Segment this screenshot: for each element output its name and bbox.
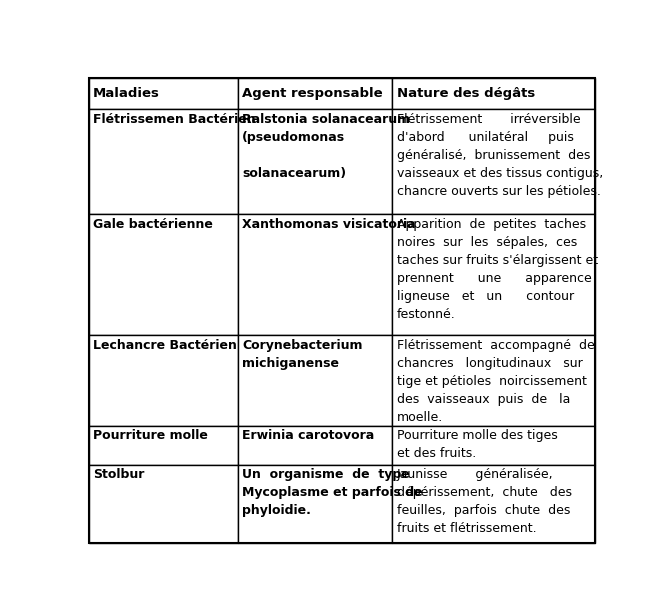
Bar xyxy=(392,336,595,426)
Text: Lechancre Bactérien: Lechancre Bactérien xyxy=(93,339,237,351)
Bar xyxy=(238,465,392,544)
Text: Corynebacterium
michiganense: Corynebacterium michiganense xyxy=(242,339,363,370)
Bar xyxy=(238,78,392,109)
Text: Erwinia carotovora: Erwinia carotovora xyxy=(242,429,374,443)
Bar xyxy=(392,109,595,214)
Text: Flétrissement       irréversible
d'abord      unilatéral     puis
généralisé,  b: Flétrissement irréversible d'abord unila… xyxy=(397,112,603,198)
Bar xyxy=(238,109,392,214)
Bar xyxy=(89,426,238,465)
Text: Gale bactérienne: Gale bactérienne xyxy=(93,218,213,230)
Text: Flétrissemen Bactérien: Flétrissemen Bactérien xyxy=(93,112,255,126)
Text: Maladies: Maladies xyxy=(93,87,159,100)
Bar xyxy=(392,214,595,336)
Bar xyxy=(392,465,595,544)
Text: Apparition  de  petites  taches
noires  sur  les  sépales,  ces
taches sur fruit: Apparition de petites taches noires sur … xyxy=(397,218,598,320)
Text: Agent responsable: Agent responsable xyxy=(242,87,383,100)
Bar xyxy=(89,78,238,109)
Bar xyxy=(89,465,238,544)
Text: Flétrissement  accompagné  de
chancres   longitudinaux   sur
tige et pétioles  n: Flétrissement accompagné de chancres lon… xyxy=(397,339,594,424)
Bar xyxy=(238,426,392,465)
Bar xyxy=(392,426,595,465)
Text: Pourriture molle: Pourriture molle xyxy=(93,429,207,443)
Text: Pourriture molle des tiges
et des fruits.: Pourriture molle des tiges et des fruits… xyxy=(397,429,558,460)
Bar xyxy=(238,214,392,336)
Bar xyxy=(89,109,238,214)
Text: Ralstonia solanacearum
(pseudomonas

solanacearum): Ralstonia solanacearum (pseudomonas sola… xyxy=(242,112,410,180)
Text: Un  organisme  de  type
Mycoplasme et parfois de
phyloidie.: Un organisme de type Mycoplasme et parfo… xyxy=(242,468,423,517)
Text: Stolbur: Stolbur xyxy=(93,468,144,481)
Bar xyxy=(392,78,595,109)
Text: Nature des dégâts: Nature des dégâts xyxy=(397,87,535,100)
Bar xyxy=(89,214,238,336)
Text: Xanthomonas visicatoria: Xanthomonas visicatoria xyxy=(242,218,416,230)
Text: Jaunisse       généralisée,
dépérissement,  chute   des
feuilles,  parfois  chut: Jaunisse généralisée, dépérissement, chu… xyxy=(397,468,572,535)
Bar xyxy=(238,336,392,426)
Bar xyxy=(89,336,238,426)
